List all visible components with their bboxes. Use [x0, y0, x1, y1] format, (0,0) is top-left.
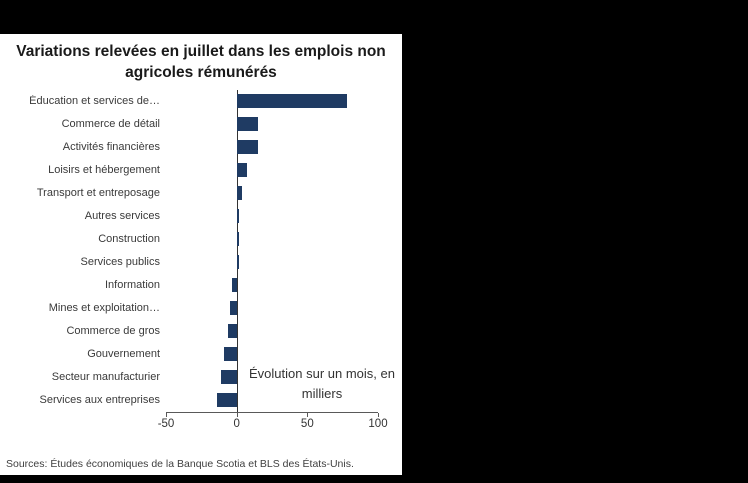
bar-row: Activités financières [6, 136, 402, 159]
category-label: Loisirs et hébergement [48, 164, 160, 177]
category-label: Activités financières [62, 141, 160, 154]
bar-track [166, 320, 378, 343]
bar-track [166, 136, 378, 159]
category-label: Information [104, 279, 160, 292]
bar [236, 93, 347, 108]
bar-row: Commerce de détail [6, 113, 402, 136]
bar [229, 300, 237, 315]
bar [236, 254, 239, 269]
bar [236, 185, 243, 200]
category-label: Gouvernement [87, 348, 160, 361]
bar-track [166, 366, 378, 389]
bar-track [166, 159, 378, 182]
bar [228, 323, 237, 338]
bar-row: Transport et entreposage [6, 182, 402, 205]
bar-rows: Éducation et services de… Commerce de dét… [6, 89, 402, 412]
bar [216, 392, 237, 407]
category-label: Transport et entreposage [36, 187, 160, 200]
bar-track [166, 251, 378, 274]
category-label: Mines et exploitation… [48, 302, 160, 315]
axis-tick [166, 412, 167, 417]
chart-plot: Éducation et services de… Commerce de dét… [6, 89, 402, 433]
bar-track [166, 297, 378, 320]
bar-row: Information [6, 274, 402, 297]
bar-row: Éducation et services de… [6, 90, 402, 113]
bar [223, 346, 237, 361]
bar-track [166, 228, 378, 251]
bar-row: Mines et exploitation… [6, 297, 402, 320]
category-label: Commerce de gros [66, 325, 160, 338]
bar [221, 369, 237, 384]
axis-tick [236, 412, 238, 417]
bar-row: Commerce de gros [6, 320, 402, 343]
bar-row: Loisirs et hébergement [6, 159, 402, 182]
axis-tick-label: 50 [300, 417, 314, 430]
chart-title: Variations relevées en juillet dans les … [16, 43, 386, 81]
bar-row: Gouvernement [6, 343, 402, 366]
category-label: Secteur manufacturier [51, 371, 160, 384]
category-label: Commerce de détail [61, 118, 160, 131]
bar [236, 231, 240, 246]
axis-tick-label: 100 [368, 417, 388, 430]
bar-row: Autres services [6, 205, 402, 228]
bar-row: Secteur manufacturier [6, 366, 402, 389]
bar-row: Services aux entreprises [6, 389, 402, 412]
bar-track [166, 389, 378, 412]
bar-track [166, 90, 378, 113]
bar-track [166, 113, 378, 136]
bar-row: Services publics [6, 251, 402, 274]
zero-axis-line [236, 89, 238, 412]
bar-track [166, 274, 378, 297]
category-label: Services aux entreprises [39, 394, 160, 407]
category-label: Construction [98, 233, 160, 246]
chart-annotation: Évolution sur un mois, en milliers [249, 366, 395, 402]
bar-track [166, 205, 378, 228]
bar-row: Construction [6, 228, 402, 251]
x-axis: -50 0 50 100 [158, 411, 388, 433]
chart-panel: Variations relevées en juillet dans les … [0, 34, 402, 475]
bar [236, 139, 258, 154]
bar [232, 277, 237, 292]
bar-track [166, 343, 378, 366]
source-text: Sources: Études économiques de la Banque… [6, 458, 354, 471]
axis-tick [307, 412, 309, 417]
category-label: Services publics [80, 256, 160, 269]
bar-track [166, 182, 378, 205]
bar [236, 208, 240, 223]
axis-tick-label: -50 [157, 417, 175, 430]
axis-tick [378, 412, 379, 417]
bar [236, 116, 258, 131]
category-label: Éducation et services de… [29, 95, 160, 108]
axis-tick-label: 0 [233, 417, 240, 430]
bar [236, 162, 247, 177]
category-label: Autres services [84, 210, 160, 223]
